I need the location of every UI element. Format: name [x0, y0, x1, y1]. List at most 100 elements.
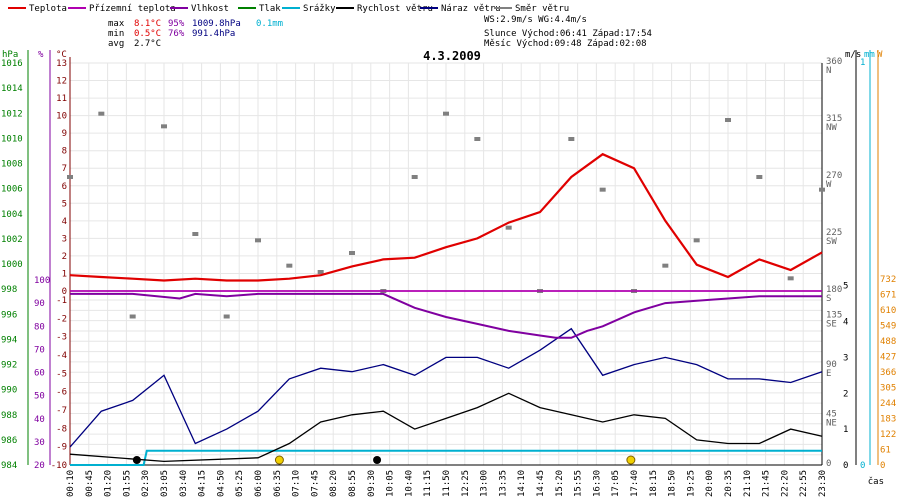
x-tick: 23:30: [818, 470, 828, 497]
legend-item: Směr větru: [494, 4, 569, 14]
pressure-tick: 988: [1, 411, 17, 421]
stat-max-temp: 8.1°C: [134, 19, 161, 29]
legend-label: Rychlost větru: [357, 4, 433, 14]
wind-direction-mark: [443, 111, 449, 116]
grid: [69, 62, 823, 466]
humidity-tick: 70: [34, 345, 45, 355]
temp-tick: 4: [62, 217, 67, 227]
x-tick: 00:45: [85, 470, 95, 497]
plot-area: [67, 111, 825, 466]
x-tick: 03:05: [160, 470, 170, 497]
wind-direction-mark: [317, 270, 324, 274]
stat-wind: WS:2.9m/s WG:4.4m/s: [484, 15, 587, 25]
solar-tick: 427: [880, 353, 896, 363]
wind-direction-mark: [474, 137, 481, 141]
legend-item: Náraz větru: [420, 4, 501, 14]
wind-direction-mark: [725, 118, 731, 122]
solar-tick: 0: [880, 461, 885, 471]
solar-tick: 61: [880, 446, 891, 456]
temp-tick: 6: [62, 182, 67, 192]
wind-direction-mark: [568, 137, 575, 141]
solar-tick: 732: [880, 275, 896, 285]
temp-tick: 13: [56, 59, 67, 69]
x-tick: 11:50: [442, 470, 452, 497]
legend-label: Teplota: [29, 4, 67, 14]
pressure-tick: 1016: [1, 59, 23, 69]
speed-tick: 4: [843, 318, 848, 328]
stat-avg-temp: 2.7°C: [134, 39, 161, 49]
x-tick: 19:25: [686, 470, 696, 497]
wind-direction-mark: [161, 124, 167, 129]
pressure-tick: 984: [1, 461, 17, 471]
solar-tick: 366: [880, 368, 896, 378]
solar-tick: 671: [880, 291, 896, 301]
legend-item: Teplota: [8, 4, 67, 14]
pressure-tick: 986: [1, 436, 17, 446]
sunset-marker: [626, 455, 636, 465]
x-tick: 09:30: [367, 470, 377, 497]
temp-tick: -3: [56, 333, 67, 343]
stat-max-press: 1009.8hPa: [192, 19, 241, 29]
direction-tick: SE: [826, 320, 837, 330]
temp-tick: 2: [62, 252, 67, 262]
stat-max-rain: 0.1mm: [256, 19, 283, 29]
humidity-tick: 100: [34, 276, 50, 286]
wind-direction-mark: [255, 238, 261, 243]
direction-tick: N: [826, 66, 831, 76]
x-tick: 17:40: [630, 470, 640, 497]
temp-tick: -5: [56, 369, 67, 379]
x-tick: 06:00: [254, 470, 264, 497]
direction-tick: 45: [826, 410, 837, 420]
temp-tick: -6: [56, 388, 67, 398]
temp-tick: 5: [62, 199, 67, 209]
humidity-tick: 30: [34, 438, 45, 448]
humidity-tick: 60: [34, 369, 45, 379]
legend-item: Tlak: [238, 4, 281, 14]
wind-direction-mark: [819, 187, 825, 192]
pressure-tick: 1012: [1, 109, 23, 119]
x-tick: 10:40: [404, 470, 414, 497]
wind-direction-mark: [693, 238, 700, 243]
x-tick: 20:35: [724, 470, 734, 497]
solar-tick: 305: [880, 384, 896, 394]
x-tick: 14:45: [536, 470, 546, 497]
pressure-tick: 994: [1, 335, 17, 345]
direction-tick: E: [826, 369, 831, 379]
legend: Teplota Přízemní teplota Vlhkost Tlak Srážky…: [8, 4, 569, 14]
stat-max-label: max: [108, 19, 125, 29]
speed-tick: 0: [843, 461, 848, 471]
x-tick: 10:05: [386, 470, 396, 497]
speed-tick: 1: [843, 425, 848, 435]
temp-tick: 0: [62, 287, 67, 297]
stat-min-label: min: [108, 29, 124, 39]
temp-tick: -4: [56, 351, 67, 361]
stat-min-temp: 0.5°C: [134, 29, 161, 39]
humidity-tick: 40: [34, 415, 45, 425]
temperature-series: [69, 152, 823, 282]
x-tick: 22:20: [780, 470, 790, 497]
pressure-tick: 1006: [1, 185, 23, 195]
x-tick: 05:25: [235, 470, 245, 497]
x-tick: 04:50: [216, 470, 226, 497]
direction-tick: 225: [826, 228, 842, 238]
x-tick: 08:55: [348, 470, 358, 497]
x-tick: 07:45: [310, 470, 320, 497]
direction-tick: NE: [826, 419, 837, 429]
direction-tick: 315: [826, 114, 842, 124]
x-axis-label: čas: [868, 476, 884, 487]
x-tick: 11:15: [423, 470, 433, 497]
direction-tick: 360: [826, 57, 842, 67]
axis-unit-pressure_hpa: hPa: [2, 50, 18, 60]
temp-tick: -2: [56, 314, 67, 324]
x-tick: 00:10: [66, 470, 76, 497]
wind-speed-series: [69, 392, 823, 463]
wind-direction-mark: [192, 232, 199, 236]
x-axis-ticks: 00:10 00:45 01:20 01:55 02:30 03:05 03:40 04:15…: [66, 470, 828, 497]
stat-max-hum: 95%: [168, 19, 185, 29]
axis-unit-temp_upper_c: °C: [56, 50, 67, 60]
axis-unit-rain_mm: mm: [864, 50, 875, 60]
direction-tick: 0: [826, 459, 831, 469]
pressure-tick: 992: [1, 361, 17, 371]
temp-tick: -1: [56, 296, 67, 306]
